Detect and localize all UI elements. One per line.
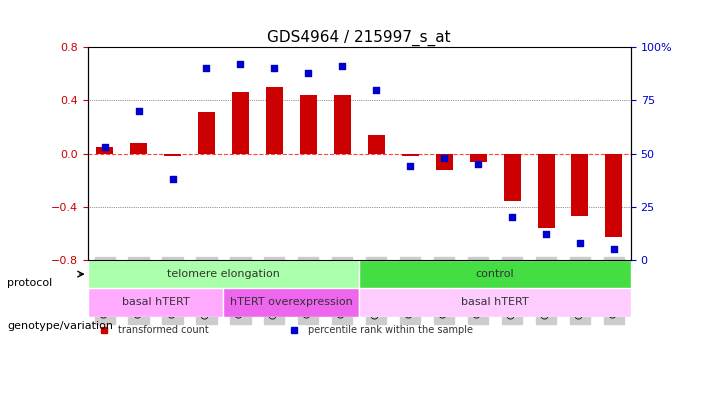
- Point: [540, 231, 552, 237]
- FancyBboxPatch shape: [88, 288, 224, 317]
- Point: [608, 246, 620, 252]
- Text: protocol: protocol: [7, 278, 53, 288]
- Bar: [130, 143, 147, 154]
- Title: GDS4964 / 215997_s_at: GDS4964 / 215997_s_at: [268, 29, 451, 46]
- Point: [201, 65, 212, 72]
- Point: [506, 214, 517, 220]
- Bar: [606, 154, 622, 237]
- Point: [336, 63, 348, 70]
- Bar: [368, 135, 385, 154]
- Point: [268, 65, 280, 72]
- Point: [235, 61, 246, 67]
- Point: [371, 86, 382, 93]
- Bar: [470, 154, 486, 162]
- FancyBboxPatch shape: [359, 260, 631, 288]
- Bar: [334, 95, 350, 154]
- Text: hTERT overexpression: hTERT overexpression: [230, 298, 353, 307]
- FancyBboxPatch shape: [224, 288, 359, 317]
- Bar: [164, 154, 181, 156]
- Text: control: control: [476, 269, 515, 279]
- Bar: [232, 92, 249, 154]
- FancyBboxPatch shape: [359, 288, 631, 317]
- Point: [439, 155, 450, 161]
- Point: [99, 144, 110, 150]
- Bar: [503, 154, 521, 202]
- Text: percentile rank within the sample: percentile rank within the sample: [308, 325, 472, 335]
- Point: [303, 70, 314, 76]
- Bar: [571, 154, 588, 216]
- Bar: [198, 112, 215, 154]
- Text: basal hTERT: basal hTERT: [461, 298, 529, 307]
- Point: [167, 176, 178, 182]
- FancyBboxPatch shape: [88, 260, 359, 288]
- Bar: [266, 87, 283, 154]
- Bar: [435, 154, 453, 169]
- Bar: [96, 147, 113, 154]
- Bar: [300, 95, 317, 154]
- Bar: [402, 154, 418, 156]
- Text: basal hTERT: basal hTERT: [122, 298, 189, 307]
- Point: [574, 240, 585, 246]
- Point: [133, 108, 144, 114]
- Text: telomere elongation: telomere elongation: [167, 269, 280, 279]
- Text: transformed count: transformed count: [118, 325, 208, 335]
- Point: [472, 161, 484, 167]
- Bar: [538, 154, 554, 228]
- Point: [404, 163, 416, 169]
- Text: genotype/variation: genotype/variation: [7, 321, 113, 331]
